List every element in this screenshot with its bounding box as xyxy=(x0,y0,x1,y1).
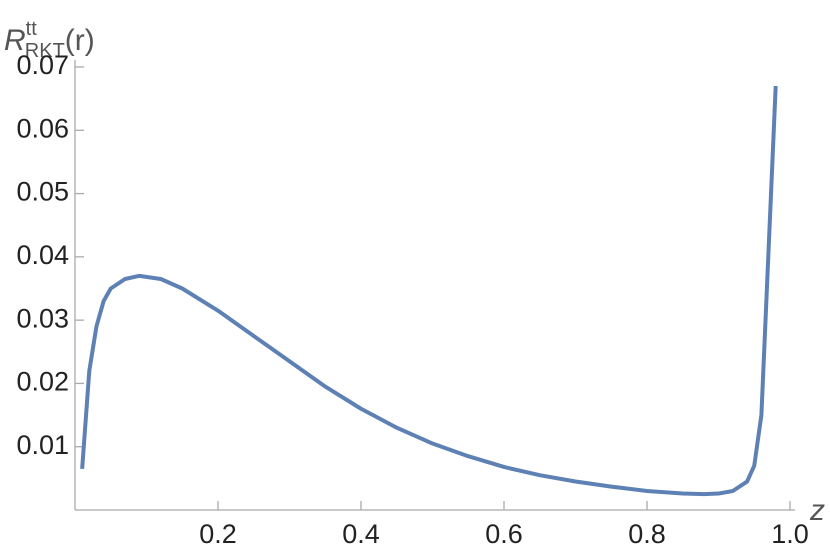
x-tick-label: 0.8 xyxy=(628,519,666,549)
y-label-sub: RKT xyxy=(25,40,65,62)
y-tick-label: 0.07 xyxy=(16,50,69,80)
y-tick-label: 0.05 xyxy=(16,177,69,207)
y-label-base: R xyxy=(4,24,26,57)
x-tick-label: 1.0 xyxy=(771,519,809,549)
data-line xyxy=(80,85,778,497)
y-tick-label: 0.04 xyxy=(16,240,69,270)
y-axis-label: Rtt RKT(r) xyxy=(4,18,95,62)
x-tick-label: 0.4 xyxy=(342,519,380,549)
y-tick-label: 0.03 xyxy=(16,303,69,333)
y-label-arg: (r) xyxy=(65,24,95,57)
y-label-sup: tt xyxy=(26,18,38,40)
x-tick-label: 0.6 xyxy=(485,519,523,549)
x-axis-label: z xyxy=(809,494,825,527)
x-tick-label: 0.2 xyxy=(199,519,237,549)
y-tick-label: 0.02 xyxy=(16,367,69,397)
y-tick-label: 0.01 xyxy=(16,430,69,460)
y-tick-label: 0.06 xyxy=(16,113,69,143)
